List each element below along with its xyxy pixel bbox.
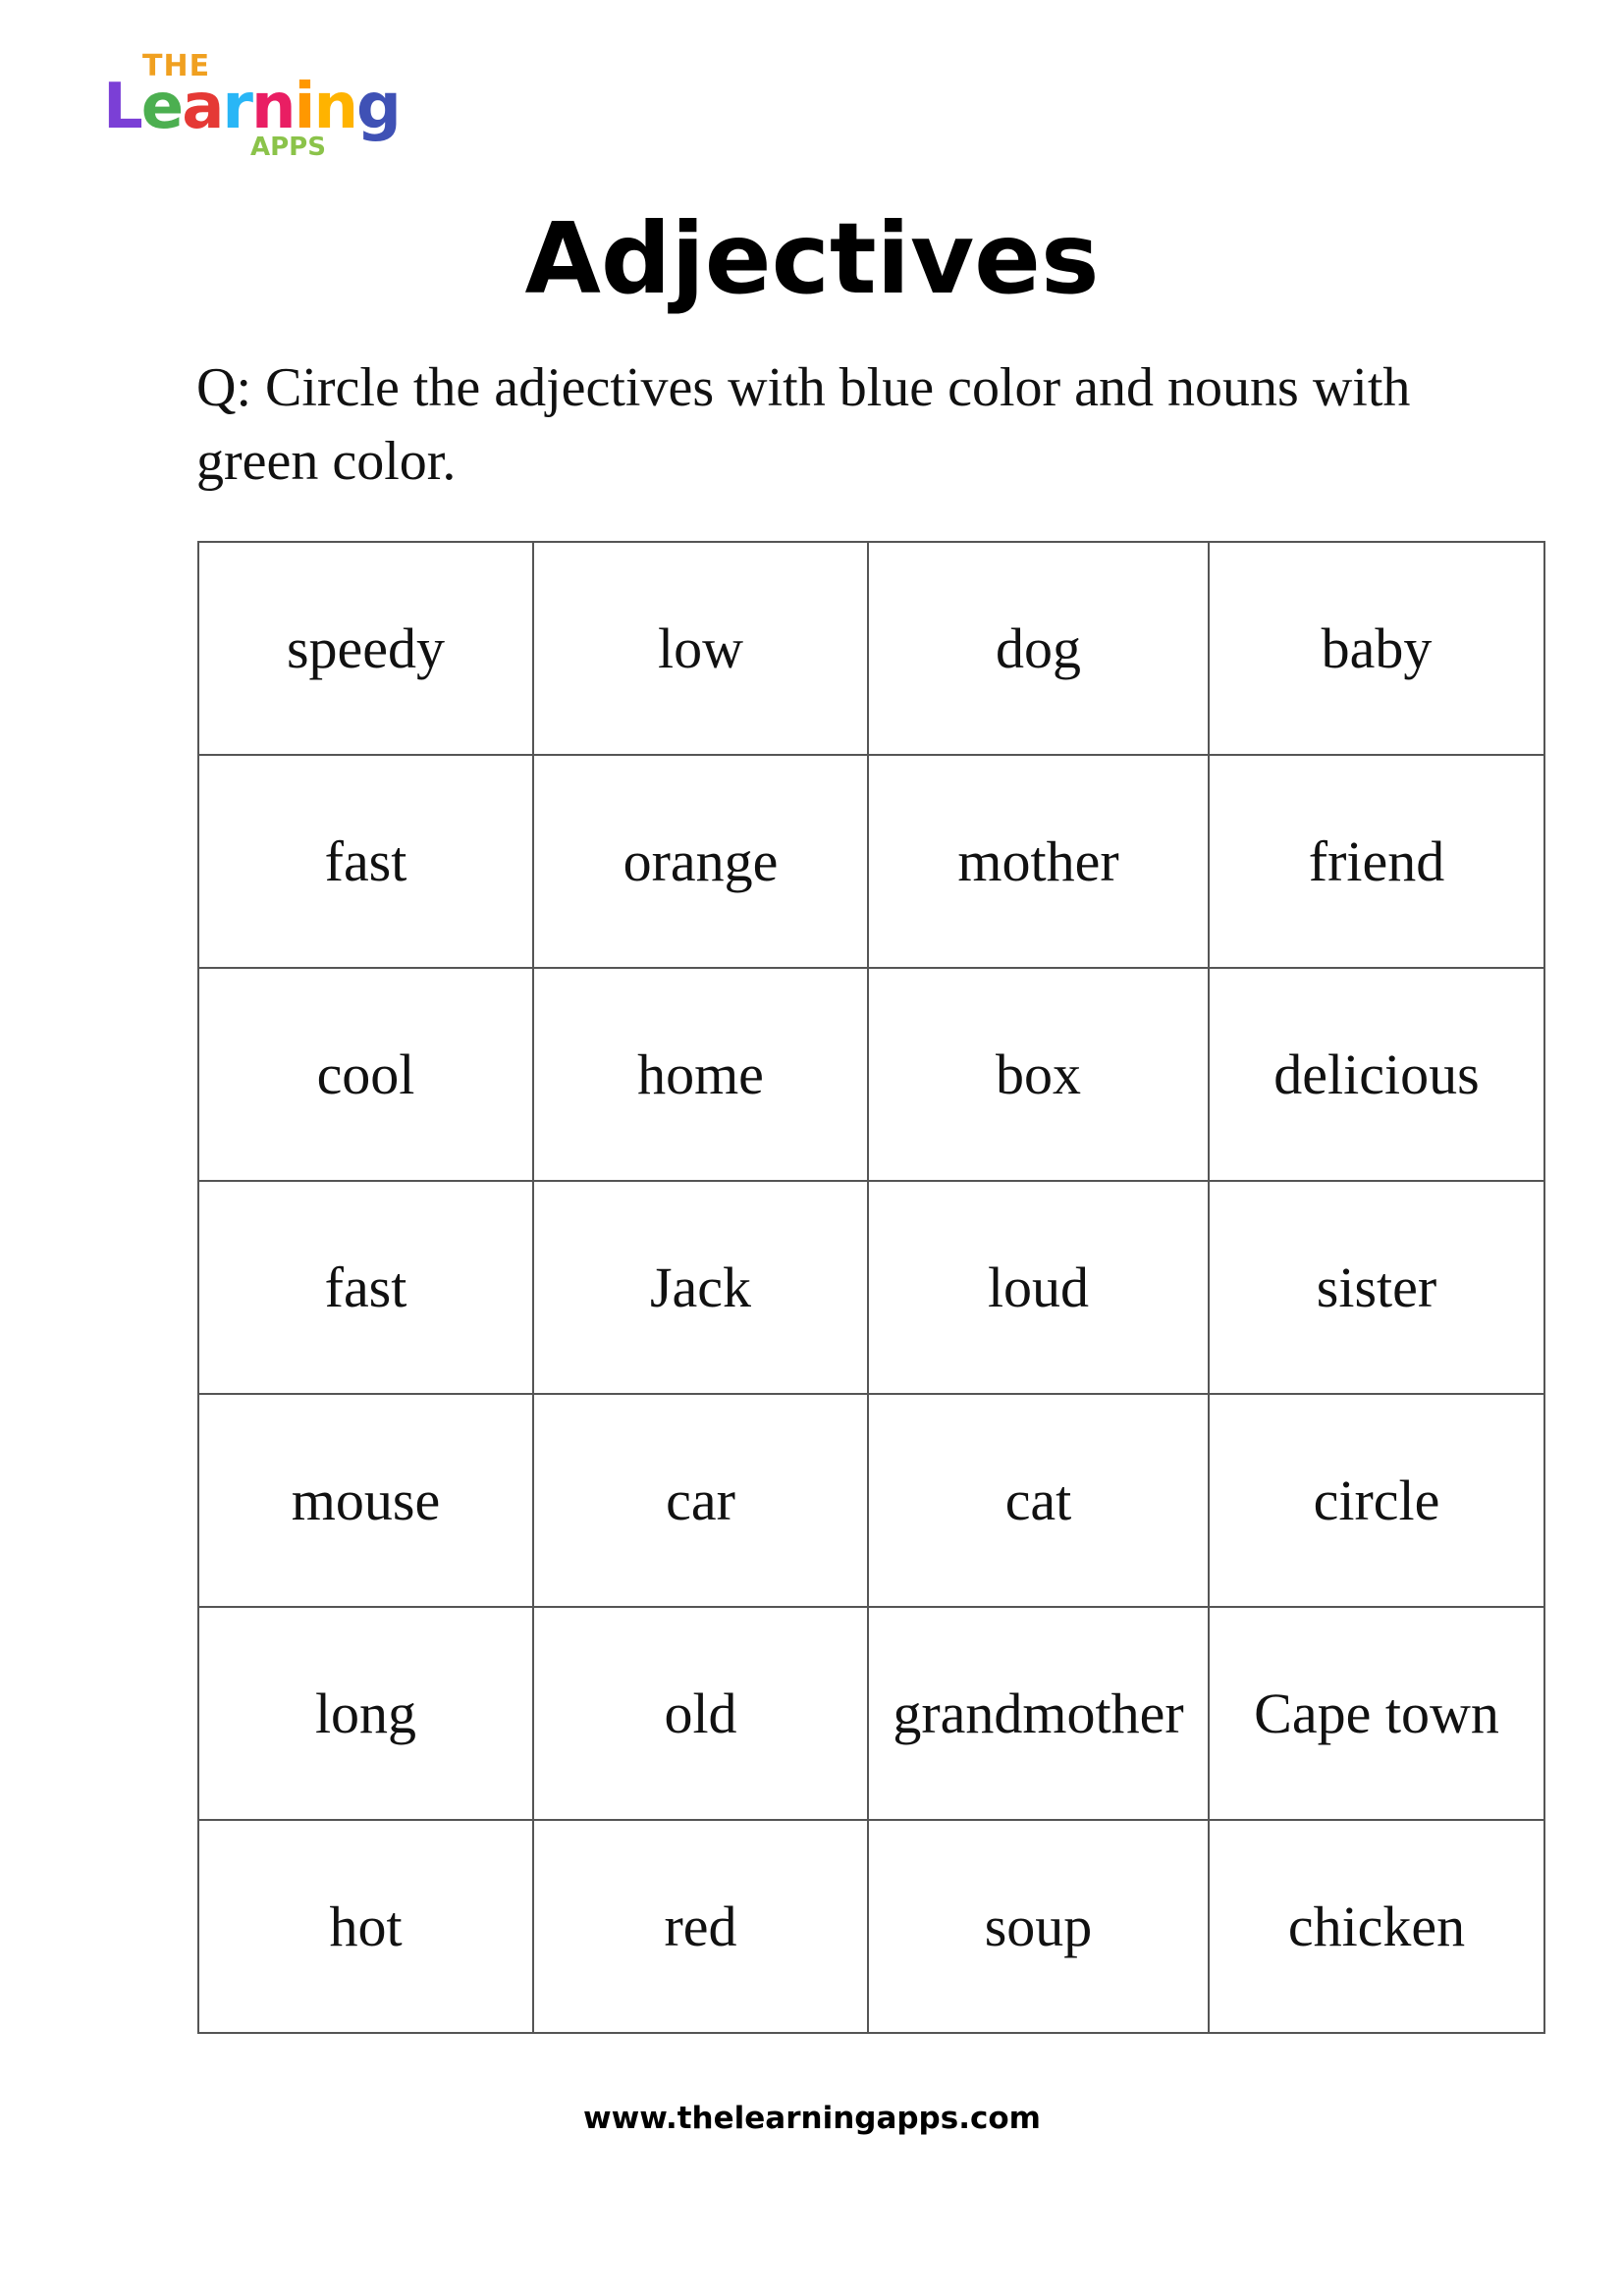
- word-cell: dog: [867, 541, 1210, 756]
- word-cell: soup: [867, 1819, 1210, 2034]
- word-cell: Jack: [532, 1180, 869, 1395]
- word-cell: orange: [532, 754, 869, 969]
- word-cell: home: [532, 967, 869, 1182]
- table-row: speedy low dog baby: [197, 541, 1545, 756]
- word-cell: cat: [867, 1393, 1210, 1608]
- word-cell: circle: [1208, 1393, 1545, 1608]
- word-cell: car: [532, 1393, 869, 1608]
- word-cell: fast: [197, 1180, 534, 1395]
- table-row: cool home box delicious: [197, 967, 1545, 1182]
- word-cell: low: [532, 541, 869, 756]
- word-cell: cool: [197, 967, 534, 1182]
- word-cell: speedy: [197, 541, 534, 756]
- table-row: fast Jack loud sister: [197, 1180, 1545, 1395]
- word-cell: hot: [197, 1819, 534, 2034]
- word-cell: delicious: [1208, 967, 1545, 1182]
- page-title: Adjectives: [524, 201, 1100, 316]
- word-cell: old: [532, 1606, 869, 1821]
- word-cell: red: [532, 1819, 869, 2034]
- question-text: Q: Circle the adjectives with blue color…: [196, 357, 1411, 492]
- word-cell: long: [197, 1606, 534, 1821]
- word-cell: loud: [867, 1180, 1210, 1395]
- word-cell: grandmother: [867, 1606, 1210, 1821]
- word-cell: fast: [197, 754, 534, 969]
- word-cell: mouse: [197, 1393, 534, 1608]
- logo: THE Learning APPS: [103, 49, 402, 162]
- table-row: long old grandmother Cape town: [197, 1606, 1545, 1821]
- word-cell: Cape town: [1208, 1606, 1545, 1821]
- word-cell: mother: [867, 754, 1210, 969]
- table-row: fast orange mother friend: [197, 754, 1545, 969]
- table-row: mouse car cat circle: [197, 1393, 1545, 1608]
- word-cell: sister: [1208, 1180, 1545, 1395]
- word-cell: baby: [1208, 541, 1545, 756]
- word-cell: friend: [1208, 754, 1545, 969]
- word-cell: box: [867, 967, 1210, 1182]
- word-cell: chicken: [1208, 1819, 1545, 2034]
- footer-url: www.thelearningapps.com: [583, 2101, 1041, 2136]
- table-row: hot red soup chicken: [197, 1819, 1545, 2034]
- word-table: speedy low dog baby fast orange mother friend co…: [197, 541, 1545, 2034]
